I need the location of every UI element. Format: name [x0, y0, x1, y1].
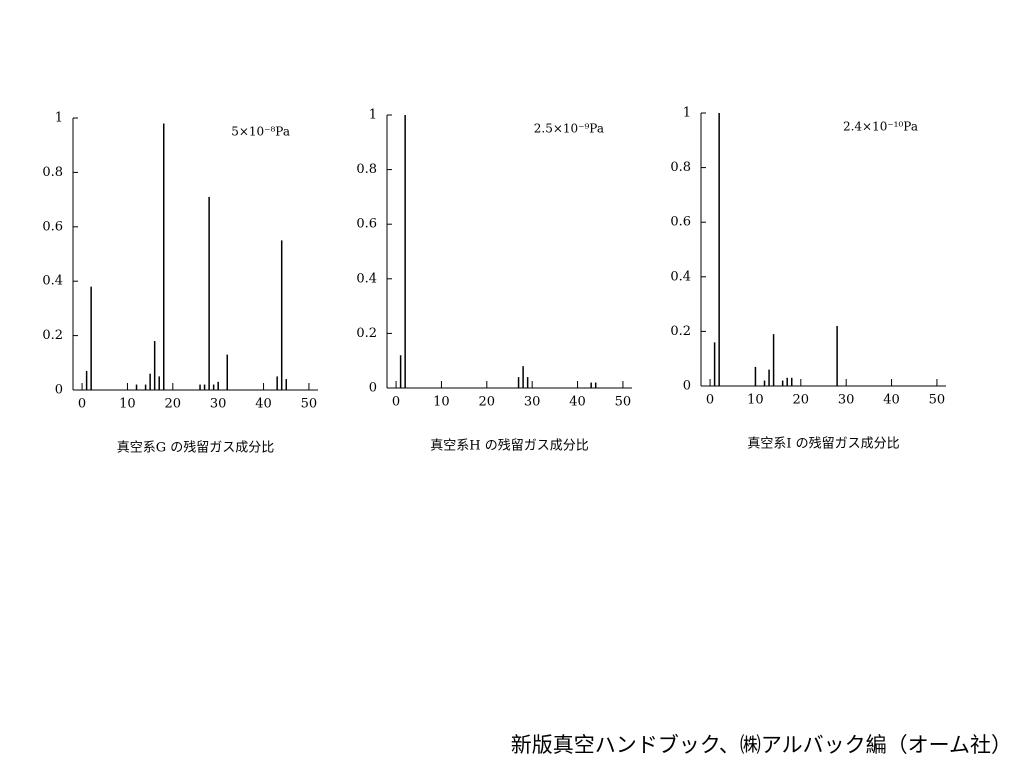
chart-title: 真空系I の残留ガス成分比	[747, 437, 899, 452]
x-tick-label: 50	[929, 393, 946, 408]
y-tick-label: 0.6	[356, 217, 377, 232]
x-tick-label: 0	[392, 395, 400, 410]
annotation: 2.4×10⁻¹⁰Pa	[843, 120, 918, 134]
y-tick-label: 0.8	[42, 165, 63, 180]
y-tick-label: 1	[683, 106, 691, 121]
x-tick-label: 40	[569, 395, 586, 410]
x-tick-label: 20	[793, 393, 810, 408]
y-tick-label: 0	[55, 383, 63, 398]
x-tick-label: 10	[747, 393, 764, 408]
y-tick-label: 0.4	[356, 271, 377, 286]
y-tick-label: 0.2	[670, 324, 691, 339]
chart-title: 真空系G の残留ガス成分比	[117, 441, 275, 456]
y-tick-label: 0.2	[356, 326, 377, 341]
x-tick-label: 50	[615, 395, 632, 410]
y-tick-label: 0.4	[42, 274, 63, 289]
x-tick-label: 30	[210, 397, 227, 412]
y-tick-label: 1	[55, 111, 63, 126]
annotation: 5×10⁻⁸Pa	[231, 125, 290, 139]
x-tick-label: 40	[883, 393, 900, 408]
x-tick-label: 20	[165, 397, 182, 412]
y-tick-label: 0	[683, 379, 691, 394]
y-tick-label: 0.4	[670, 269, 691, 284]
y-tick-label: 0.2	[42, 328, 63, 343]
x-tick-label: 40	[255, 397, 272, 412]
y-tick-label: 0.8	[356, 162, 377, 177]
chart-title: 真空系H の残留ガス成分比	[430, 439, 588, 454]
annotation: 2.5×10⁻⁹Pa	[534, 122, 604, 136]
y-tick-label: 0	[369, 381, 377, 396]
x-tick-label: 10	[433, 395, 450, 410]
y-tick-label: 0.6	[42, 219, 63, 234]
x-tick-label: 30	[838, 393, 855, 408]
y-tick-label: 0.6	[670, 215, 691, 230]
y-tick-label: 1	[369, 108, 377, 123]
x-tick-label: 20	[479, 395, 496, 410]
x-tick-label: 0	[706, 393, 714, 408]
citation: 新版真空ハンドブック、㈱アルバック編（オーム社）	[511, 733, 1012, 757]
x-tick-label: 30	[524, 395, 541, 410]
x-tick-label: 10	[119, 397, 136, 412]
x-tick-label: 0	[78, 397, 86, 412]
y-tick-label: 0.8	[670, 160, 691, 175]
x-tick-label: 50	[301, 397, 318, 412]
